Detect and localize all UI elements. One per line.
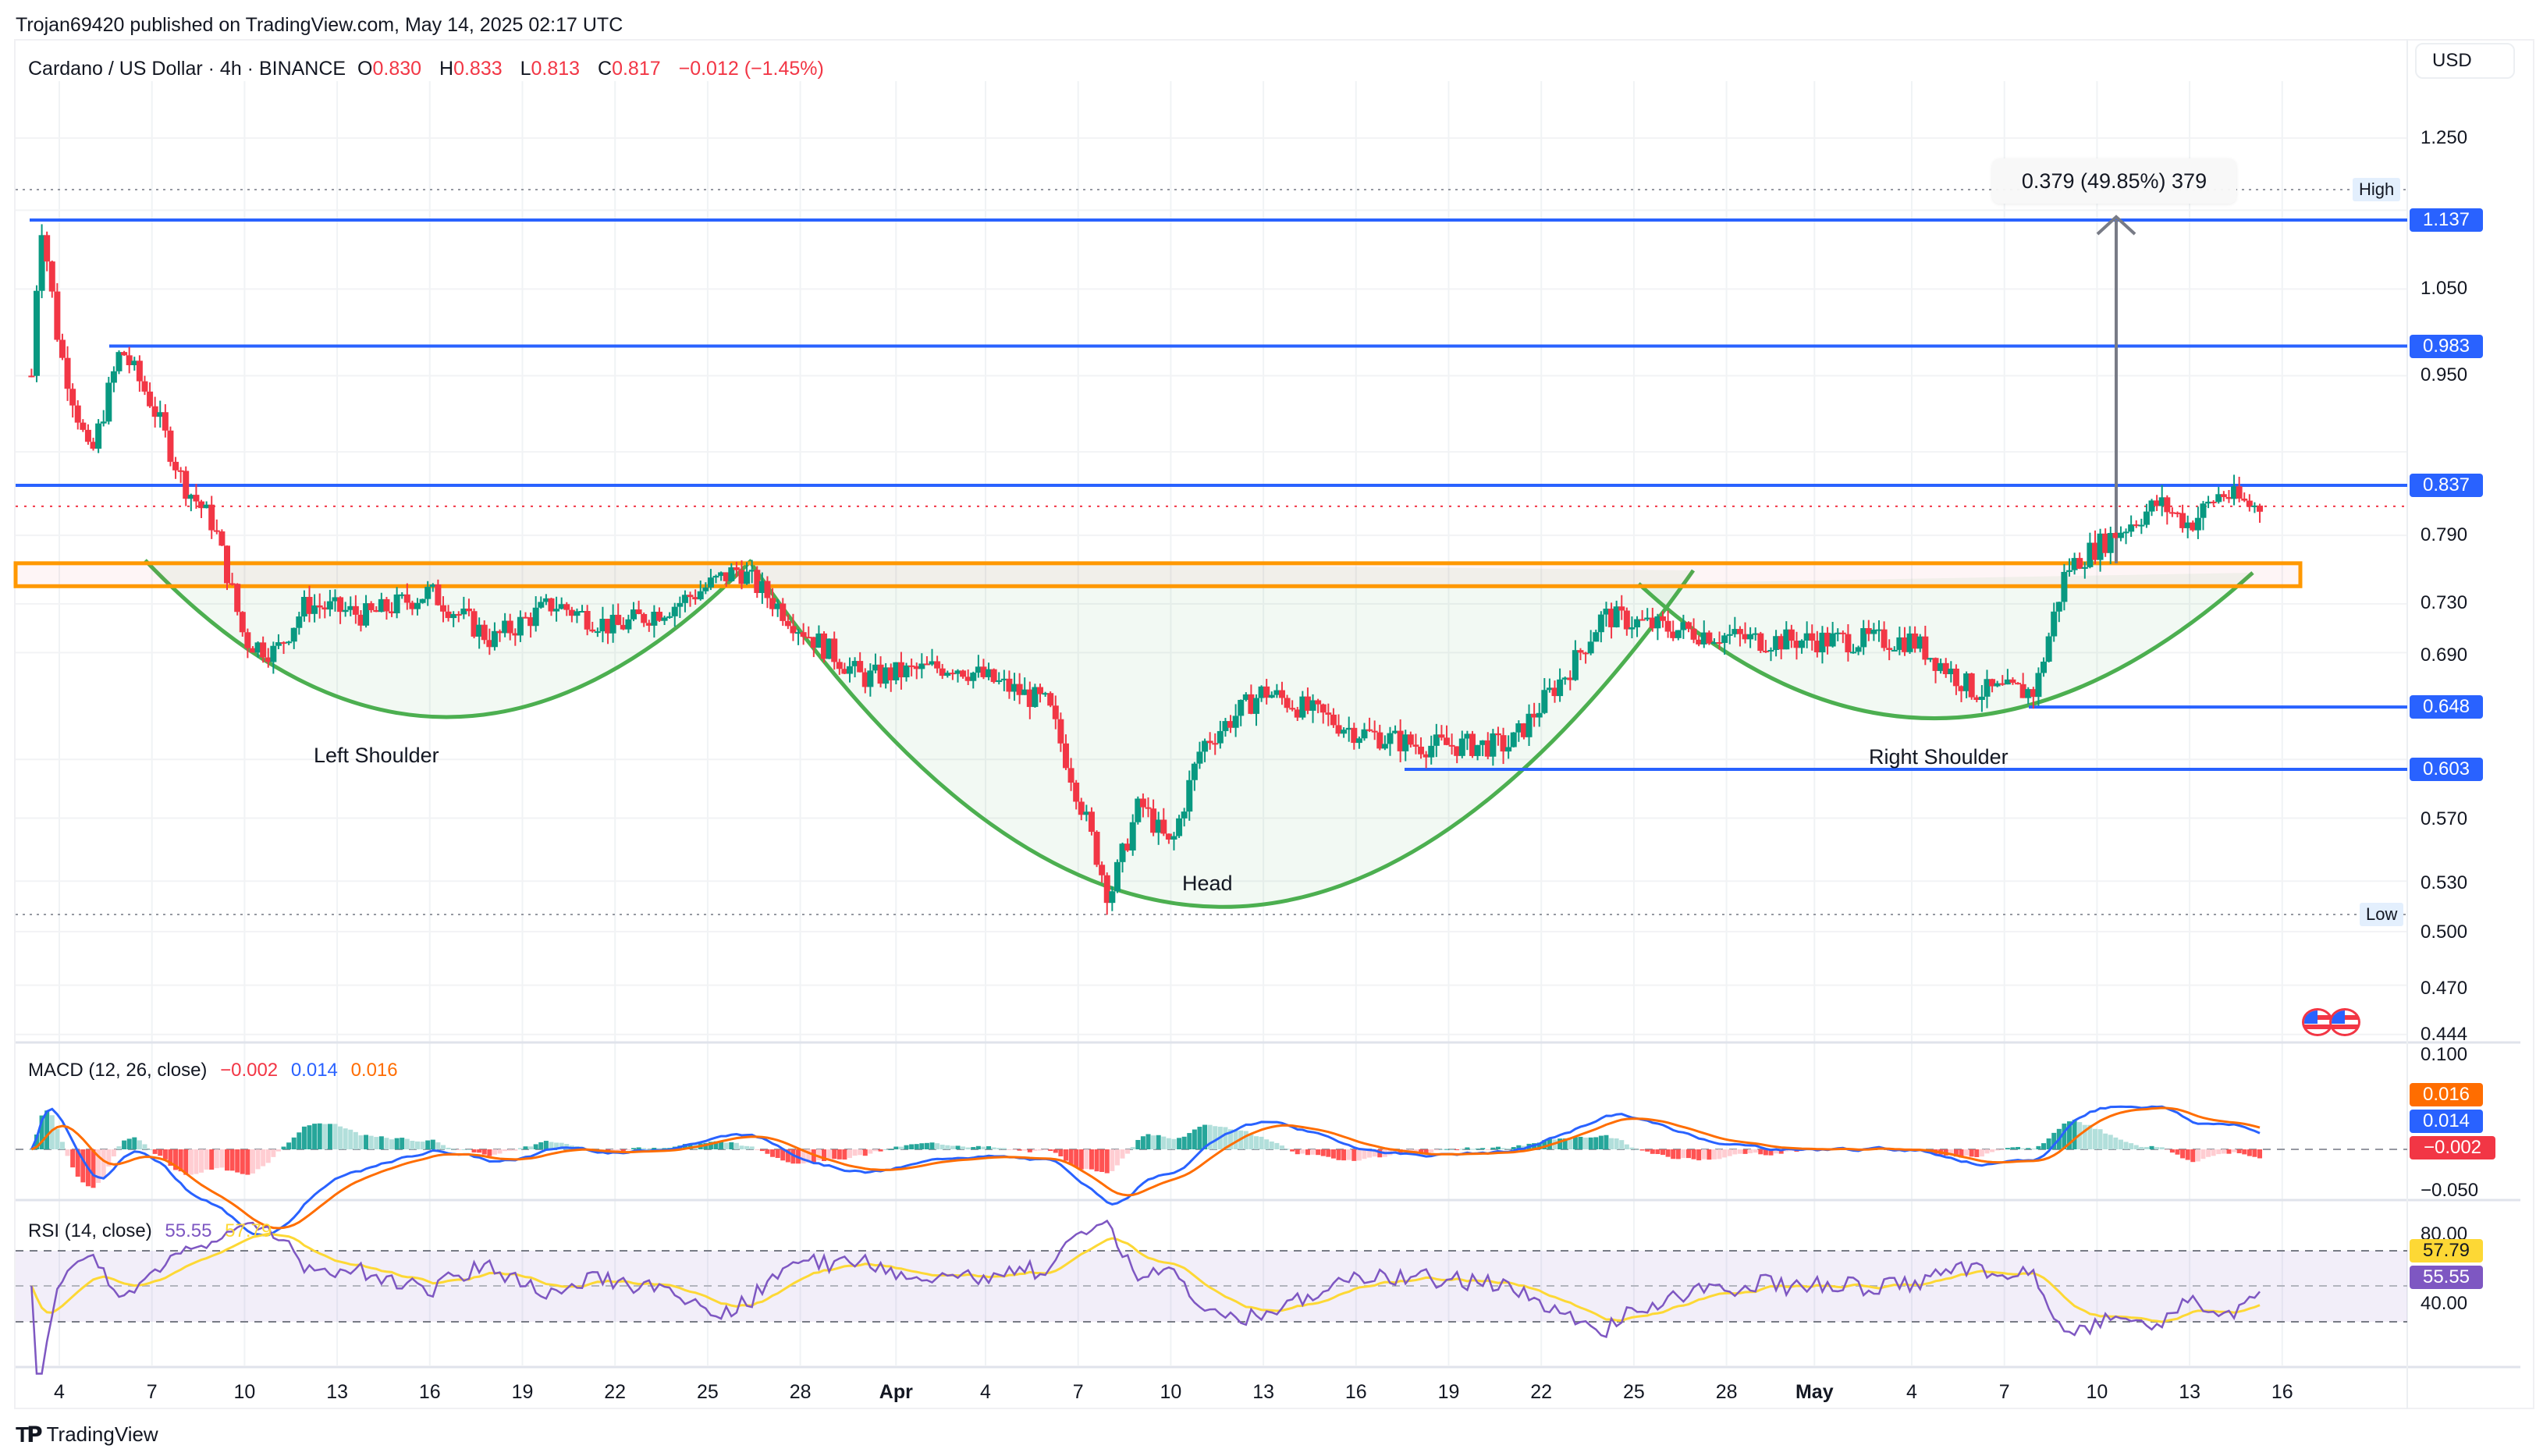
right-shoulder-arc-fill <box>1639 573 2253 719</box>
rsi-value-tag: 57.79 <box>2410 1239 2483 1262</box>
macd-value-tag: −0.002 <box>2410 1136 2495 1159</box>
close-value: 0.817 <box>612 58 661 80</box>
price-level-tag: 0.983 <box>2410 334 2483 358</box>
right-shoulder-arc <box>1637 571 2254 720</box>
price-tick: 1.050 <box>2421 278 2468 299</box>
change-value: −0.012 (−1.45%) <box>678 58 824 80</box>
macd-axis-tick: −0.050 <box>2421 1180 2479 1201</box>
neckline-zone <box>13 561 2303 588</box>
time-tick: 25 <box>696 1381 719 1403</box>
rsi-line <box>30 1219 2261 1375</box>
macd-legend: MACD (12, 26, close) −0.002 0.014 0.016 <box>28 1060 398 1081</box>
high-value: 0.833 <box>453 58 503 80</box>
price-level-tag: 0.603 <box>2410 758 2483 781</box>
left-shoulder-arc <box>144 559 753 719</box>
rsi-axis-tick: 40.00 <box>2421 1293 2468 1314</box>
macd-axis-tick: 0.100 <box>2421 1044 2468 1065</box>
time-tick: 4 <box>1906 1381 1917 1403</box>
right-shoulder-label: Right Shoulder <box>1869 745 2009 769</box>
price-tick: 1.250 <box>2421 127 2468 148</box>
currency-button[interactable]: USD <box>2415 43 2515 79</box>
time-tick: 13 <box>326 1381 348 1403</box>
time-tick: 13 <box>1252 1381 1274 1403</box>
price-tick: 0.950 <box>2421 364 2468 385</box>
head-label: Head <box>1182 872 1233 895</box>
left-shoulder-label: Left Shoulder <box>314 744 439 767</box>
symbol-title: Cardano / US Dollar · 4h · BINANCE <box>28 58 346 80</box>
price-tick: 0.690 <box>2421 645 2468 666</box>
published-info: Trojan69420 published on TradingView.com… <box>16 14 623 36</box>
time-tick: 16 <box>2271 1381 2293 1403</box>
price-tick: 0.570 <box>2421 808 2468 829</box>
price-tick: 0.790 <box>2421 524 2468 545</box>
open-value: 0.830 <box>372 58 422 80</box>
macd-hist-value: −0.002 <box>220 1060 279 1081</box>
rsi-ma-value: 57.79 <box>225 1220 272 1241</box>
time-tick: 22 <box>1530 1381 1553 1403</box>
macd-signal-value: 0.016 <box>350 1060 398 1081</box>
macd-line <box>30 1105 2261 1237</box>
time-tick: 10 <box>233 1381 256 1403</box>
time-tick: 19 <box>1437 1381 1460 1403</box>
price-level-tag: 1.137 <box>2410 208 2483 232</box>
macd-value-tag: 0.014 <box>2410 1110 2483 1133</box>
time-tick: 7 <box>1998 1381 2010 1403</box>
price-tick: 0.530 <box>2421 872 2468 893</box>
time-tick: 7 <box>146 1381 158 1403</box>
rsi-value: 55.55 <box>165 1220 212 1241</box>
symbol-legend: Cardano / US Dollar · 4h · BINANCE O0.83… <box>28 58 824 80</box>
time-tick: 4 <box>980 1381 991 1403</box>
time-tick: 10 <box>1160 1381 1182 1403</box>
time-tick: 10 <box>2086 1381 2108 1403</box>
time-tick: 13 <box>2179 1381 2200 1403</box>
time-tick: 28 <box>789 1381 812 1403</box>
price-tick: 0.730 <box>2421 592 2468 613</box>
head-arc <box>747 559 1696 909</box>
time-tick: 7 <box>1072 1381 1084 1403</box>
high-marker: High <box>2353 178 2401 201</box>
time-tick: Apr <box>879 1381 913 1403</box>
time-tick: 4 <box>54 1381 65 1403</box>
price-tick: 0.500 <box>2421 922 2468 943</box>
us-flag-event-icon[interactable] <box>2329 1008 2360 1036</box>
us-flag-event-icon[interactable] <box>2302 1008 2333 1036</box>
macd-value-tag: 0.016 <box>2410 1083 2483 1106</box>
price-level-tag: 0.648 <box>2410 695 2483 719</box>
price-level-tag: 0.837 <box>2410 474 2483 498</box>
tradingview-logo-icon: T𝗣 <box>16 1422 43 1447</box>
tradingview-brand[interactable]: T𝗣 TradingView <box>16 1422 158 1447</box>
rsi-value-tag: 55.55 <box>2410 1266 2483 1289</box>
time-tick: 16 <box>418 1381 441 1403</box>
rsi-ma-line <box>30 1232 2261 1323</box>
time-tick: May <box>1795 1381 1834 1403</box>
low-value: 0.813 <box>531 58 581 80</box>
macd-value: 0.014 <box>290 1060 338 1081</box>
time-tick: 16 <box>1344 1381 1367 1403</box>
signal-line <box>30 1106 2261 1230</box>
time-tick: 22 <box>604 1381 627 1403</box>
time-tick: 25 <box>1622 1381 1645 1403</box>
price-tick: 0.470 <box>2421 978 2468 999</box>
measurement-label: 0.379 (49.85%) 379 <box>1992 158 2236 204</box>
price-tick: 0.444 <box>2421 1024 2468 1045</box>
time-tick: 19 <box>511 1381 534 1403</box>
chart-frame <box>14 39 2534 1409</box>
low-marker: Low <box>2360 903 2404 926</box>
rsi-legend: RSI (14, close) 55.55 57.79 <box>28 1220 272 1241</box>
time-tick: 28 <box>1715 1381 1738 1403</box>
